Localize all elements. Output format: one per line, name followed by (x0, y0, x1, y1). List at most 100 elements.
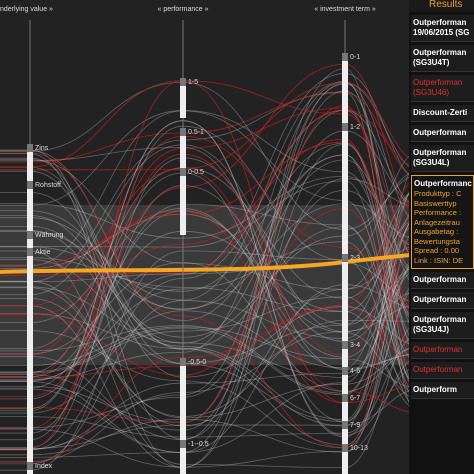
result-text: (SG3U46) (413, 88, 450, 97)
curve (0, 150, 410, 344)
result-text: Spread : 0.00 (414, 246, 460, 255)
curve (0, 90, 410, 468)
axis-label: 4-6 (350, 368, 360, 375)
result-item[interactable]: Outperforman (411, 292, 474, 309)
result-item[interactable]: Outperforman (411, 272, 474, 289)
axis-tick (342, 254, 348, 262)
curve (0, 109, 410, 450)
axis-label: 10-13 (350, 445, 368, 452)
results-panel: Results Outperforman 19/06/2015 (SG Outper… (409, 0, 474, 474)
axis-tick (342, 341, 348, 349)
axis-label: 2-3 (350, 255, 360, 262)
axis-title: « investment term » (314, 6, 376, 13)
result-text: Link : ISIN: DE (414, 255, 464, 265)
result-text: Outperforman (413, 78, 463, 87)
axis-bar (180, 78, 186, 118)
axis-label: 1-2 (350, 124, 360, 131)
result-text: 19/06/2015 (SG (413, 28, 470, 37)
curve (0, 81, 410, 380)
curve (0, 152, 410, 449)
result-item[interactable]: Outperforman (411, 125, 474, 142)
axis-tick (27, 144, 33, 152)
result-item[interactable]: Outperforman (411, 362, 474, 379)
result-item[interactable]: Outperforman (411, 342, 474, 359)
axis-tick (27, 231, 33, 239)
curve (0, 83, 410, 423)
curve (0, 153, 410, 429)
result-text: Outperforman (413, 128, 467, 137)
parallel-coordinates: Zins Rohstoff Währung Aktie Index nderlying v… (0, 5, 410, 474)
curve (0, 120, 410, 436)
axis-title: nderlying value » (0, 6, 53, 13)
result-text: Outperforman (413, 48, 467, 57)
axis-label: 7-9 (350, 422, 360, 429)
axis-label: Rohstoff (35, 182, 61, 189)
result-text: Outperforman (413, 295, 467, 304)
axes: Zins Rohstoff Währung Aktie Index nderlying v… (0, 6, 376, 474)
result-text: Outperformanc (414, 179, 472, 188)
highlight-band (0, 205, 410, 365)
curve (0, 154, 410, 384)
result-text: Outperforman (413, 315, 467, 324)
axis-label: 0.5-1 (188, 129, 204, 136)
result-text: Outperform (413, 385, 457, 394)
result-item[interactable]: Outperforman (SG3U4L) (411, 145, 474, 172)
result-item[interactable]: Outperforman 19/06/2015 (SG (411, 15, 474, 42)
selected-curve (0, 253, 410, 274)
curve (0, 68, 410, 441)
axis-tick (342, 367, 348, 375)
axis-tick (180, 168, 186, 176)
result-item[interactable]: Discount-Zerti (411, 105, 474, 122)
axis-label: Aktie (35, 249, 51, 256)
result-item[interactable]: Outperform (411, 382, 474, 399)
results-list: Outperforman 19/06/2015 (SG Outperforman (S… (409, 15, 474, 399)
result-text: Ausgabetag : (414, 227, 459, 236)
axis-tick (342, 394, 348, 402)
axis-label: 6-7 (350, 395, 360, 402)
axis-tick (180, 78, 186, 86)
result-text: Produkttyp : C (414, 189, 462, 198)
axis-tick (342, 123, 348, 131)
axis-label: -0.5-0 (188, 359, 206, 366)
axis-label: -1--0.5 (188, 441, 209, 448)
curve (0, 120, 410, 438)
result-text: (SG3U4T) (413, 58, 450, 67)
curve (0, 91, 410, 407)
axis-bar (180, 130, 186, 235)
axis-bar (27, 145, 33, 474)
result-text: Basiswerttyp (414, 198, 457, 208)
result-text: (SG3U4L) (413, 158, 450, 167)
axis-label: 0-0.5 (188, 169, 204, 176)
curve (0, 105, 410, 423)
axis-label: Index (35, 463, 53, 470)
axis-tick (180, 358, 186, 366)
axis-tick (180, 128, 186, 136)
axis-tick (27, 462, 33, 470)
axis-label: 0-1 (350, 54, 360, 61)
result-text: Discount-Zerti (413, 108, 468, 117)
axis-label: Zins (35, 145, 49, 152)
result-item[interactable]: Outperforman (SG3U4T) (411, 45, 474, 72)
axis-bar (342, 55, 348, 474)
result-text: Outperforman (413, 148, 467, 157)
result-text: Outperforman (413, 275, 467, 284)
axis-tick (180, 440, 186, 448)
result-text: Performance : (414, 208, 462, 217)
axis-label: Währung (35, 232, 64, 239)
axis-tick (342, 53, 348, 61)
results-title: Results (409, 0, 474, 12)
axis-tick (342, 421, 348, 429)
axis-tick (27, 181, 33, 189)
result-item[interactable]: Outperforman (SG3U4J) (411, 312, 474, 339)
axis-label: 3-4 (350, 342, 360, 349)
result-text: Outperforman (413, 18, 467, 27)
axis-label: 1-5 (188, 79, 198, 86)
axis-tick (342, 444, 348, 452)
result-text: Outperforman (413, 345, 463, 354)
curve (0, 157, 410, 448)
result-item[interactable]: Outperforman (SG3U46) (411, 75, 474, 102)
result-text: Outperforman (413, 365, 463, 374)
curve (0, 143, 410, 468)
result-item[interactable]: Outperformanc Produkttyp : C Basiswerttyp P… (411, 175, 474, 269)
